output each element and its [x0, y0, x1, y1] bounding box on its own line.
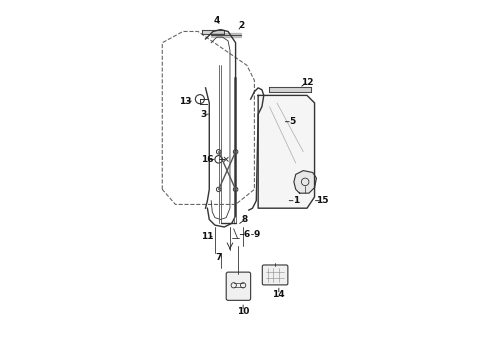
Text: 11: 11: [201, 232, 214, 241]
Text: 6: 6: [244, 230, 250, 239]
Text: 15: 15: [316, 196, 328, 205]
Text: 8: 8: [242, 215, 248, 224]
Text: 4: 4: [214, 16, 220, 25]
Text: 13: 13: [178, 96, 191, 105]
Text: 2: 2: [238, 21, 245, 30]
Text: 7: 7: [216, 253, 222, 262]
FancyBboxPatch shape: [226, 272, 251, 300]
Text: 3: 3: [200, 110, 207, 119]
Text: 12: 12: [301, 78, 313, 87]
Text: 1: 1: [293, 196, 299, 205]
Polygon shape: [294, 171, 317, 193]
FancyBboxPatch shape: [262, 265, 288, 285]
Text: 16: 16: [201, 155, 214, 164]
Text: 14: 14: [272, 290, 285, 299]
Polygon shape: [258, 95, 315, 208]
Text: 10: 10: [237, 307, 249, 316]
Text: 5: 5: [289, 117, 295, 126]
Text: 9: 9: [253, 230, 260, 239]
